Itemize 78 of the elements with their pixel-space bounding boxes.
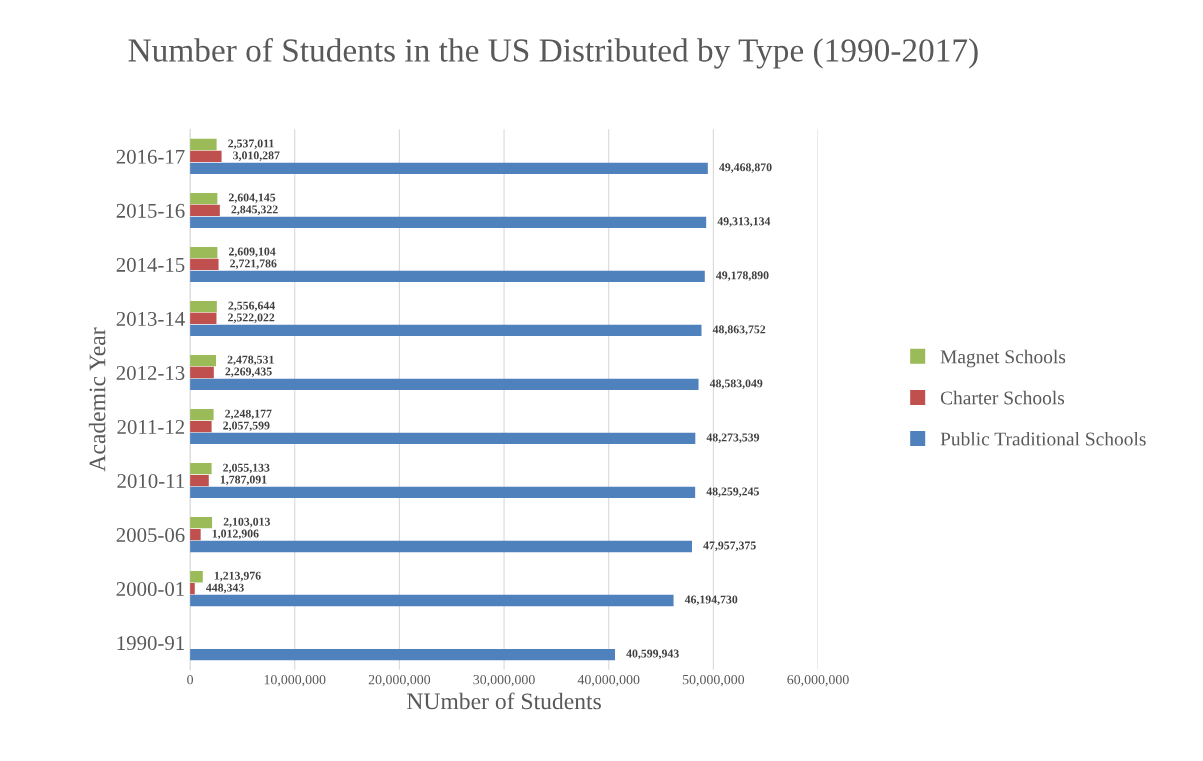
bar: [190, 594, 674, 607]
data-label: 2,103,013: [223, 517, 271, 528]
bar: [190, 162, 708, 174]
x-axis-title: NUmber of Students: [407, 692, 601, 710]
data-label: 48,259,245: [706, 487, 759, 498]
legend-label: Charter Schools: [940, 390, 1065, 405]
x-tick-label: 10,000,000: [264, 674, 326, 687]
y-axis-title: Academic Year: [88, 327, 106, 472]
bar: [190, 138, 217, 151]
data-label: 2,055,133: [223, 463, 270, 474]
x-tick-label: 60,000,000: [787, 674, 849, 687]
bar: [190, 378, 699, 391]
bar: [190, 540, 692, 553]
data-label: 2,556,644: [228, 301, 275, 312]
y-tick-label: 2014-15: [116, 257, 185, 272]
data-label: 46,194,730: [684, 595, 738, 606]
data-label: 2,609,104: [228, 247, 276, 258]
y-tick-label: 1990-91: [117, 636, 184, 651]
bar: [190, 258, 219, 271]
legend-label: Magnet Schools: [940, 349, 1066, 368]
data-label: 448,343: [206, 583, 244, 594]
bar: [190, 517, 213, 529]
data-label: 2,057,599: [223, 421, 270, 432]
bar: [190, 270, 705, 282]
bar: [190, 648, 615, 661]
data-label: 1,012,906: [212, 529, 259, 540]
y-tick-label: 2016-17: [116, 149, 185, 164]
data-label: 40,599,943: [626, 649, 679, 660]
x-tick-label: 20,000,000: [368, 674, 431, 687]
data-label: 2,269,435: [225, 367, 272, 378]
x-tick-label: 40,000,000: [577, 674, 640, 687]
chart-title: Number of Students in the US Distributed by Type (1990-2017): [128, 37, 978, 69]
bar: [190, 324, 702, 337]
data-label: 2,478,531: [227, 355, 274, 366]
x-tick-label: 30,000,000: [473, 674, 535, 687]
y-tick-label: 2013-14: [116, 311, 185, 326]
y-tick-label: 2010-11: [117, 473, 184, 488]
bar: [190, 354, 217, 367]
data-label: 48,273,539: [706, 433, 760, 444]
data-label: 2,522,022: [228, 313, 275, 324]
data-label: 47,957,375: [703, 541, 756, 552]
y-tick-label: 2000-01: [116, 582, 184, 597]
bar: [190, 204, 220, 217]
data-label: 48,583,049: [709, 379, 763, 390]
bar: [190, 463, 212, 475]
bar: [190, 216, 707, 228]
bar: [190, 312, 217, 325]
y-tick-label: 2005-06: [116, 527, 185, 543]
bar: [190, 150, 222, 163]
bar: [190, 409, 214, 421]
bar: [190, 246, 218, 259]
x-tick-label: 50,000,000: [682, 674, 745, 687]
data-label: 2,604,145: [228, 193, 276, 204]
data-label: 2,248,177: [225, 409, 272, 420]
data-label: 49,468,870: [719, 163, 772, 173]
data-label: 1,787,091: [220, 475, 267, 486]
bar: [190, 420, 212, 433]
data-label: 49,313,134: [717, 217, 771, 227]
data-label: 2,537,011: [228, 139, 274, 150]
bar: [190, 432, 696, 445]
bar: [190, 571, 203, 583]
bar: [190, 474, 209, 487]
y-tick-label: 2011-12: [117, 419, 185, 434]
data-label: 2,845,322: [231, 205, 278, 216]
data-label: 1,213,976: [214, 571, 261, 582]
bar: [190, 486, 696, 499]
legend-label: Public Traditional Schools: [940, 431, 1146, 446]
y-tick-label: 2012-13: [116, 365, 185, 380]
x-tick-label: 0: [187, 674, 194, 685]
data-label: 2,721,786: [230, 259, 277, 270]
bar: [190, 366, 214, 379]
y-tick-label: 2015-16: [116, 203, 185, 218]
bar: [190, 300, 217, 313]
bar: [190, 192, 218, 205]
data-label: 48,863,752: [712, 325, 766, 336]
bar: [190, 528, 201, 541]
data-label: 49,178,890: [716, 271, 769, 281]
data-label: 3,010,287: [233, 151, 280, 162]
